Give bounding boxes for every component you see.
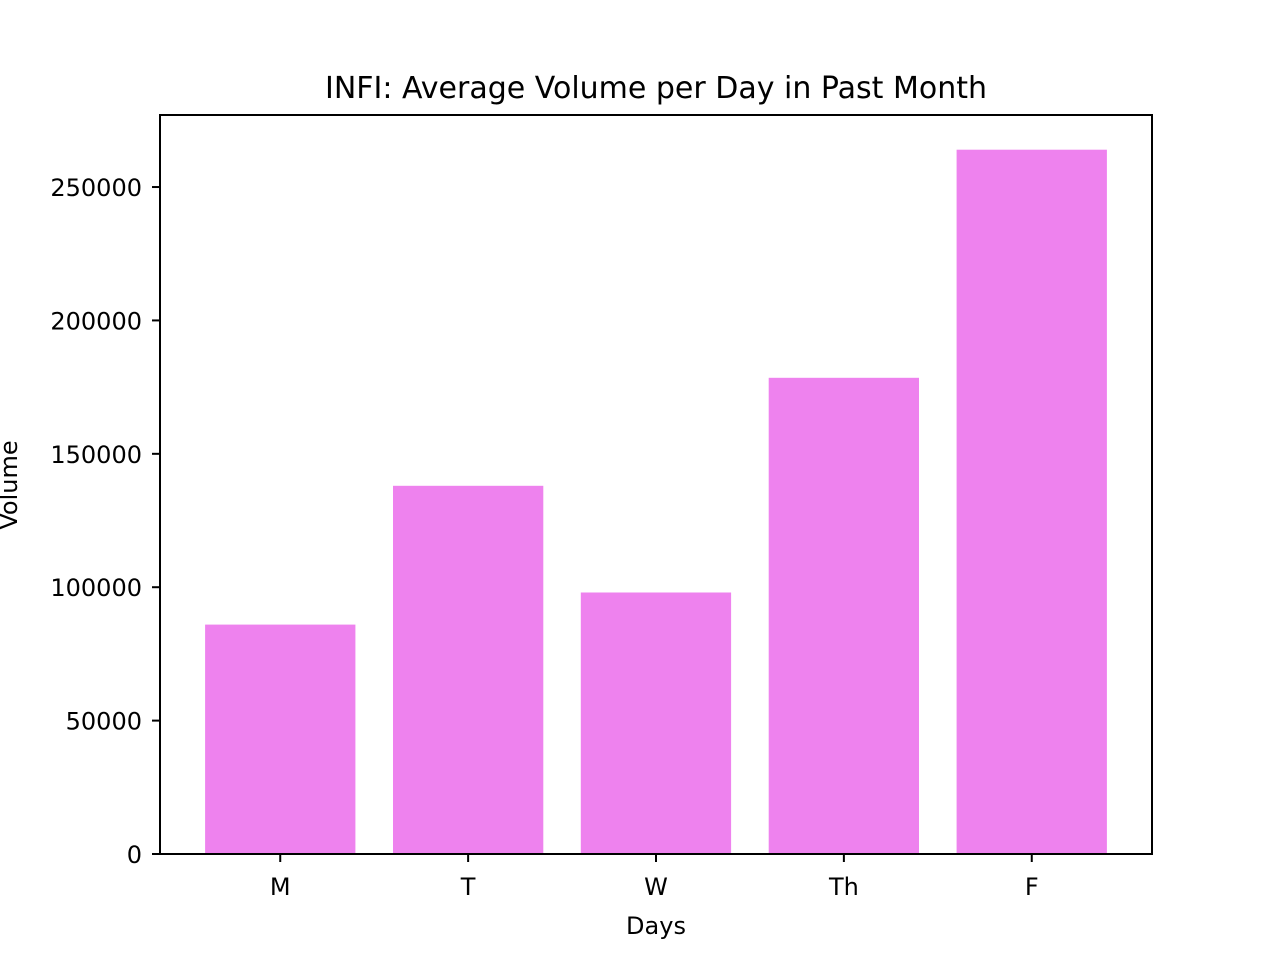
bar-f — [956, 149, 1107, 854]
y-axis-label: Volume — [0, 440, 23, 529]
x-tick-label: T — [460, 873, 476, 901]
x-tick-label: F — [1025, 873, 1039, 901]
chart-title: INFI: Average Volume per Day in Past Mon… — [325, 71, 987, 106]
y-tick-label: 50000 — [66, 708, 142, 736]
y-tick-label: 200000 — [50, 307, 142, 335]
x-axis-label: Days — [626, 912, 686, 940]
y-tick-label: 250000 — [50, 174, 142, 202]
y-axis: 0 50000 100000 150000 200000 250000 — [50, 174, 160, 869]
bar-t — [393, 485, 544, 854]
bars-group — [205, 149, 1107, 854]
x-tick-label: W — [644, 873, 668, 901]
bar-m — [205, 624, 356, 854]
x-axis: M T W Th F — [270, 854, 1039, 901]
bar-w — [580, 592, 732, 854]
bar-th — [768, 377, 919, 854]
y-tick-label: 100000 — [50, 574, 142, 602]
y-tick-label: 150000 — [50, 441, 142, 469]
x-tick-label: Th — [828, 873, 859, 901]
y-tick-label: 0 — [127, 841, 142, 869]
x-tick-label: M — [270, 873, 291, 901]
